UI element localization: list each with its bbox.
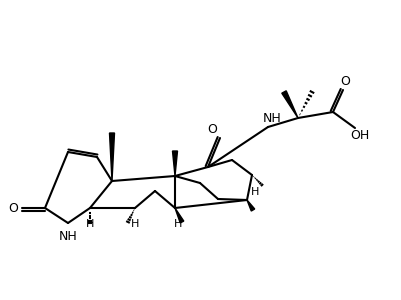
Text: O: O (8, 202, 18, 214)
Text: O: O (339, 76, 349, 88)
Text: H: H (85, 219, 94, 229)
Text: H: H (250, 187, 259, 197)
Text: NH: NH (262, 112, 281, 125)
Polygon shape (174, 208, 183, 223)
Text: H: H (130, 219, 139, 229)
Text: OH: OH (350, 130, 369, 142)
Polygon shape (246, 200, 254, 211)
Text: NH: NH (59, 230, 77, 244)
Polygon shape (109, 133, 114, 181)
Polygon shape (281, 91, 297, 118)
Text: H: H (173, 219, 182, 229)
Text: O: O (207, 124, 217, 136)
Polygon shape (172, 151, 177, 176)
